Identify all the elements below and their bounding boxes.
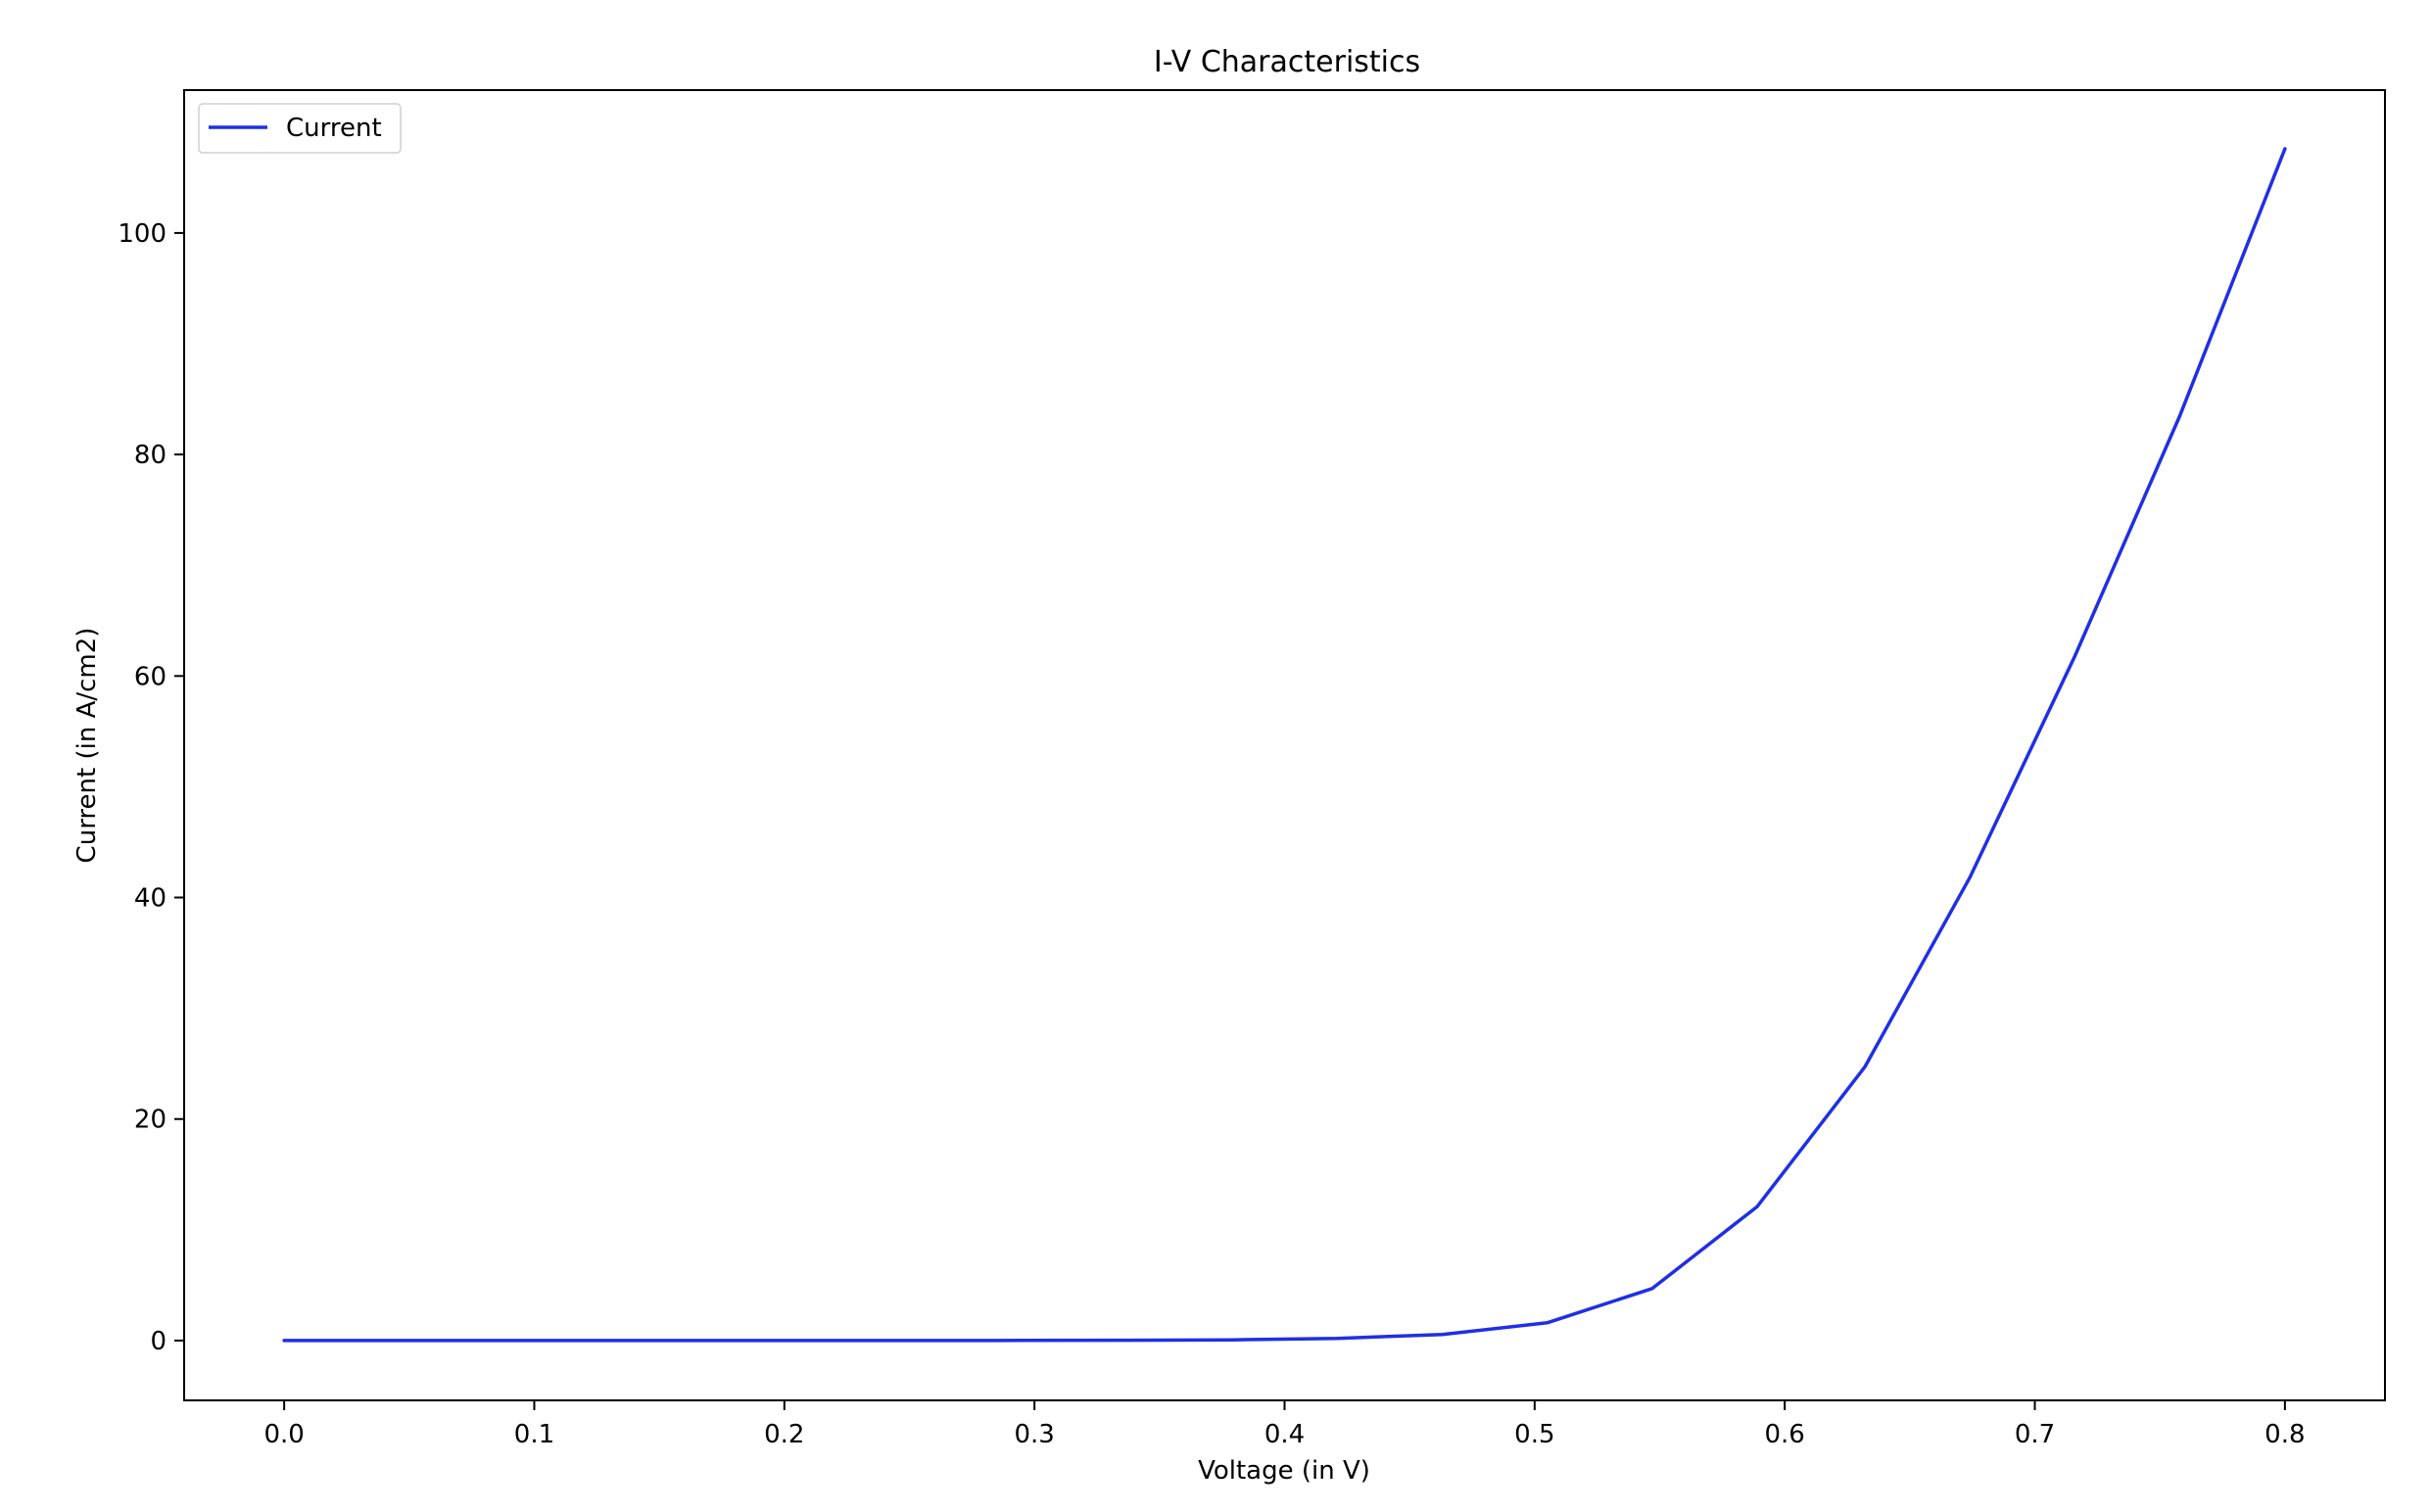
data-point [1021,1339,1024,1342]
y-axis-label: Current (in A/cm2) [72,628,102,864]
x-tick-label: 0.4 [1264,1420,1305,1449]
x-tick-label: 0.7 [2015,1420,2055,1449]
y-tick-label: 100 [118,219,167,249]
data-point [916,1339,919,1342]
y-tick-label: 40 [134,884,167,914]
y-tick-label: 20 [134,1106,167,1135]
y-tick-label: 80 [134,441,167,470]
x-tick-label: 0.3 [1014,1420,1054,1449]
x-tick-label: 0.0 [263,1420,304,1449]
data-point [1546,1321,1549,1324]
x-tick-label: 0.2 [764,1420,804,1449]
legend-box [198,103,402,154]
y-tick-label: 0 [150,1327,167,1356]
data-point [1863,1065,1866,1068]
data-point [1969,876,1972,879]
data-point [1650,1287,1653,1290]
data-point [2074,655,2076,658]
data-point [388,1339,391,1342]
x-tick-label: 0.8 [2264,1420,2305,1449]
chart-title: I-V Characteristics [1154,45,1420,79]
data-point [810,1339,813,1342]
x-tick-label: 0.6 [1765,1420,1805,1449]
series-line-current [282,147,2287,1343]
x-axis: 0.0 0.1 0.2 0.3 0.4 0.5 0.6 0.7 0.8 [263,1400,2306,1449]
data-point [1441,1333,1444,1336]
data-point [1125,1339,1128,1342]
legend: Current [198,103,402,154]
x-tick-label: 0.5 [1514,1420,1554,1449]
data-point [283,1339,286,1342]
plot-area: 0.0 0.1 0.2 0.3 0.4 0.5 0.6 0.7 0.8 0 20 40 60 80 100 [118,89,2386,1449]
x-axis-label: Voltage (in V) [1198,1456,1370,1486]
data-point [2178,414,2181,417]
x-tick-label: 0.1 [514,1420,554,1449]
data-point [1230,1339,1233,1342]
y-tick-label: 60 [134,662,167,691]
data-point [2283,147,2286,150]
data-point [1756,1205,1759,1208]
data-point [597,1339,600,1342]
y-axis: 0 20 40 60 80 100 [118,219,184,1356]
data-point [493,1339,496,1342]
data-point [1336,1337,1339,1340]
legend-label-current: Current [286,114,382,143]
series-layer [282,147,2287,1343]
data-point [703,1339,706,1342]
